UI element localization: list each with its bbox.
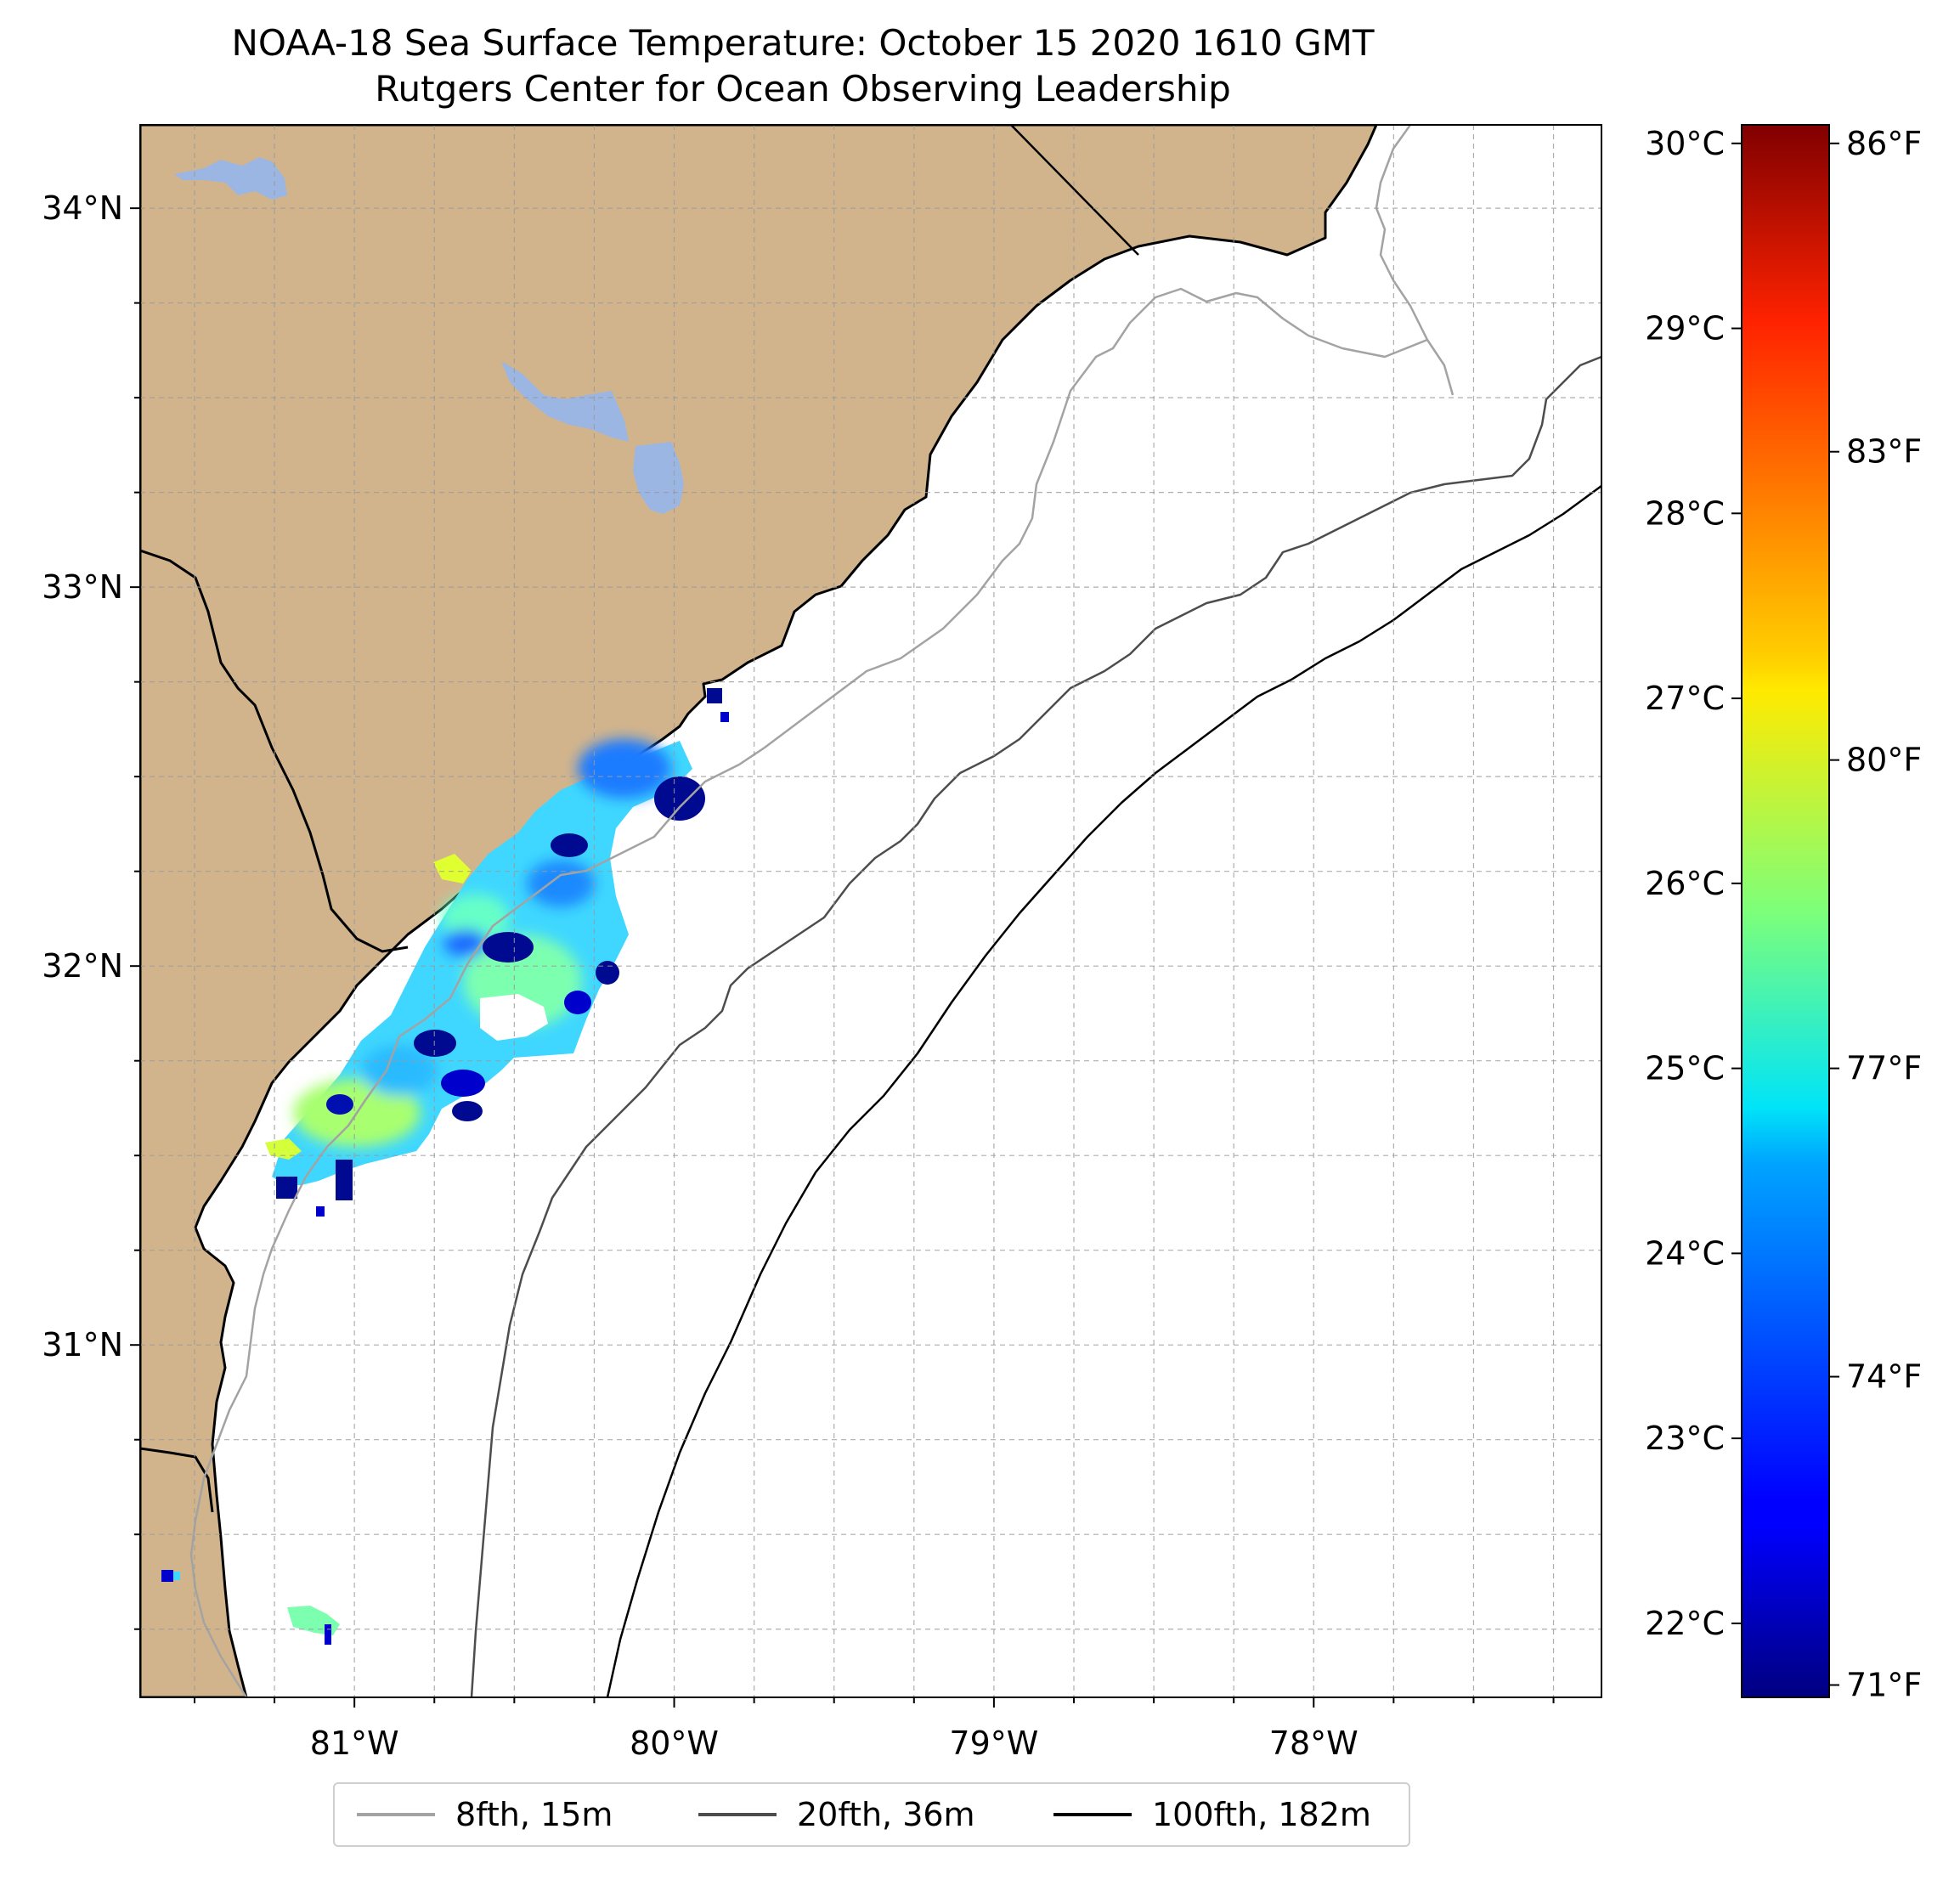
colorbar-celsius-ticks: 30°C 29°C 28°C 27°C 26°C 25°C 24°C 23°C 22°C	[1645, 125, 1742, 1642]
x-tick-label: 80°W	[630, 1725, 719, 1762]
legend-swatch-20fth	[698, 1813, 777, 1816]
river-outline	[140, 549, 409, 953]
plot-frame	[139, 124, 1602, 1698]
colorbar-fahrenheit-ticks: 86°F 83°F 80°F 77°F 74°F 71°F	[1829, 125, 1922, 1703]
celsius-tick-label: 22°C	[1645, 1605, 1725, 1642]
celsius-tick-label: 29°C	[1645, 310, 1725, 347]
y-tick-label: 32°N	[42, 947, 123, 985]
y-tick-label: 33°N	[42, 568, 123, 606]
x-tick-label: 78°W	[1269, 1725, 1358, 1762]
sst-speck-west-2	[173, 1572, 180, 1580]
gridlines	[140, 125, 1601, 1697]
celsius-tick-label: 27°C	[1645, 680, 1725, 717]
isobath-20fth	[470, 355, 1601, 1697]
x-tick-label: 81°W	[310, 1725, 399, 1762]
celsius-tick-label: 23°C	[1645, 1420, 1725, 1457]
legend-label-20fth: 20fth, 36m	[797, 1796, 975, 1833]
y-tick-label: 31°N	[42, 1326, 123, 1363]
fahrenheit-tick-label: 71°F	[1846, 1666, 1922, 1703]
map-subtitle: Rutgers Center for Ocean Observing Leade…	[375, 68, 1231, 110]
isobath-100fth	[606, 484, 1601, 1697]
lake-moultrie	[633, 442, 684, 514]
sst-cold-spots	[276, 688, 729, 1217]
waccamaw-lake	[174, 157, 287, 200]
isobath-8fth	[189, 125, 1454, 1697]
celsius-tick-label: 26°C	[1645, 865, 1725, 902]
legend-item-8fth: 8fth, 15m	[357, 1784, 613, 1845]
legend-label-100fth: 100fth, 182m	[1152, 1796, 1371, 1833]
celsius-tick-label: 30°C	[1645, 125, 1725, 162]
legend-swatch-100fth	[1053, 1813, 1132, 1816]
isobaths	[189, 125, 1601, 1697]
y-axis-ticks: 34°N 33°N 32°N 31°N	[42, 189, 140, 1630]
legend-label-8fth: 8fth, 15m	[455, 1796, 613, 1833]
river-outline-south	[140, 1447, 214, 1513]
legend-swatch-8fth	[357, 1813, 435, 1816]
colorbar	[1741, 124, 1830, 1698]
celsius-tick-label: 28°C	[1645, 494, 1725, 532]
isobath-legend: 8fth, 15m 20fth, 36m 100fth, 182m	[333, 1782, 1410, 1847]
legend-item-20fth: 20fth, 36m	[698, 1784, 975, 1845]
x-axis-ticks: 81°W 80°W 79°W 78°W	[193, 1697, 1555, 1762]
fahrenheit-tick-label: 77°F	[1846, 1050, 1922, 1087]
celsius-tick-label: 24°C	[1645, 1234, 1725, 1272]
lake-marion	[501, 361, 629, 442]
sst-cold-speck	[325, 1624, 331, 1645]
x-tick-label: 79°W	[949, 1725, 1038, 1762]
y-tick-label: 34°N	[42, 189, 123, 227]
fahrenheit-tick-label: 83°F	[1846, 433, 1922, 471]
celsius-tick-label: 25°C	[1645, 1050, 1725, 1087]
fahrenheit-tick-label: 86°F	[1846, 125, 1922, 162]
legend-item-100fth: 100fth, 182m	[1053, 1784, 1371, 1845]
fahrenheit-tick-label: 74°F	[1846, 1358, 1922, 1396]
state-border	[1010, 125, 1139, 256]
fahrenheit-tick-label: 80°F	[1846, 742, 1922, 779]
sst-anomalies	[293, 739, 671, 1147]
sst-speck-west	[161, 1570, 173, 1582]
sst-patch-coastal-warm	[433, 854, 472, 884]
map-title: NOAA-18 Sea Surface Temperature: October…	[231, 22, 1375, 64]
sst-field	[161, 688, 729, 1645]
